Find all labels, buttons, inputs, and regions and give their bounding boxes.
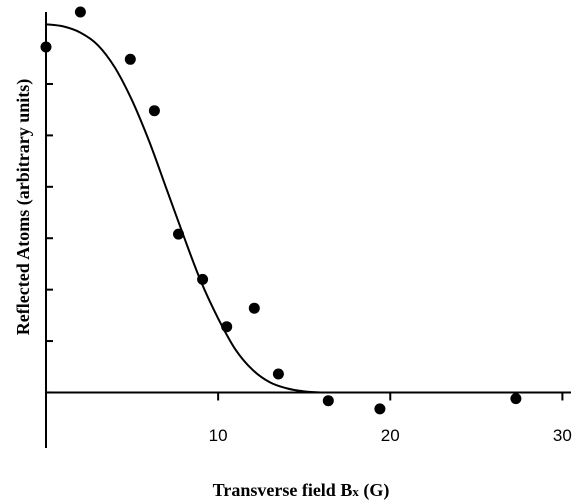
x-tick-label-30: 30 xyxy=(553,426,572,445)
data-point xyxy=(510,393,522,405)
y-ticks xyxy=(46,82,53,394)
data-point xyxy=(74,6,86,18)
data-point xyxy=(148,105,160,117)
data-point xyxy=(173,228,184,240)
x-tick-label-20: 20 xyxy=(381,426,400,445)
fit-curve xyxy=(45,23,571,394)
data-point xyxy=(40,41,52,53)
x-tick-label-10: 10 xyxy=(209,426,228,445)
data-point xyxy=(272,368,284,380)
data-points xyxy=(40,6,522,415)
y-axis-title: Reflected Atoms (arbitrary units) xyxy=(13,79,34,335)
data-point xyxy=(248,302,260,314)
x-axis-title: Transverse field Bx (G) xyxy=(213,480,390,501)
axes xyxy=(45,12,571,448)
x-ticks xyxy=(217,392,564,401)
data-point xyxy=(124,53,136,65)
data-point xyxy=(197,273,209,285)
data-point xyxy=(221,321,233,333)
data-point xyxy=(322,395,334,407)
data-point xyxy=(374,403,386,415)
x-tick-labels: 10 20 30 xyxy=(209,426,572,445)
